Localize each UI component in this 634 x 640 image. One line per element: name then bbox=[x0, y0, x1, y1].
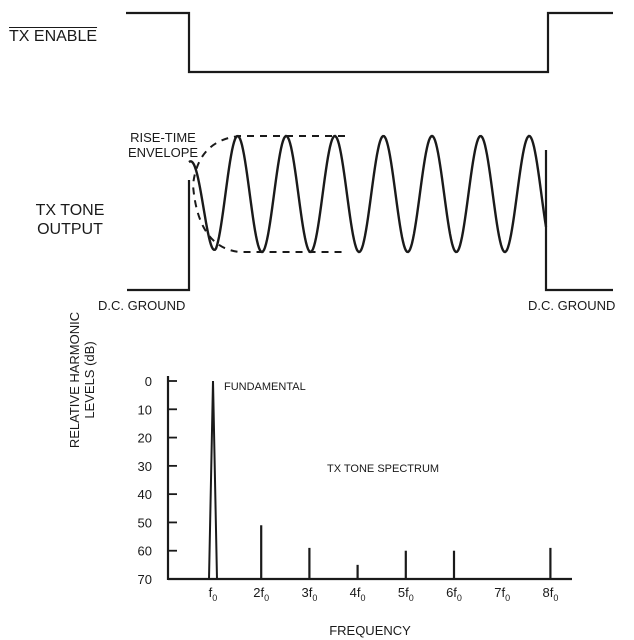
envelope-label-line1: RISE-TIME bbox=[130, 130, 196, 145]
tx-enable-waveform bbox=[126, 11, 613, 74]
dc-ground-left-label: D.C. GROUND bbox=[98, 298, 186, 313]
spectrum-plot-label: TX TONE SPECTRUM bbox=[327, 463, 440, 475]
rise-time-envelope bbox=[191, 135, 345, 253]
y-axis-title-line1: RELATIVE HARMONIC bbox=[67, 311, 82, 449]
tone-sine-wave bbox=[188, 134, 548, 254]
x-tick-label: 6f0 bbox=[446, 585, 462, 603]
x-axis-title: FREQUENCY bbox=[329, 623, 411, 638]
x-tick-label: 2f0 bbox=[253, 585, 269, 603]
envelope-label-line2: ENVELOPE bbox=[127, 144, 199, 160]
y-tick-label: 20 bbox=[138, 431, 152, 446]
x-tick-label: 3f0 bbox=[301, 585, 317, 603]
y-axis-title-line2: LEVELS (dB) bbox=[81, 341, 97, 419]
y-tick-label: 40 bbox=[138, 487, 152, 502]
x-tick-label: 4f0 bbox=[350, 585, 366, 603]
tone-output-label-line2: OUTPUT bbox=[37, 221, 103, 239]
envelope-label: RISE-TIME ENVELOPE bbox=[108, 130, 218, 161]
y-tick-label: 60 bbox=[138, 544, 152, 559]
x-tick-label: 5f0 bbox=[398, 585, 414, 603]
tx-enable-label: TX ENABLE bbox=[9, 28, 98, 45]
fundamental-label: FUNDAMENTAL bbox=[224, 381, 306, 393]
tone-baseline-right bbox=[544, 150, 613, 292]
y-tick-label: 10 bbox=[138, 402, 152, 417]
harmonic-bar bbox=[208, 380, 218, 580]
y-tick-label: 0 bbox=[145, 374, 152, 389]
y-axis-title: RELATIVE HARMONIC LEVELS (dB) bbox=[67, 280, 98, 480]
tone-output-label-line1: TX TONE bbox=[35, 202, 105, 219]
y-tick-label: 50 bbox=[138, 515, 152, 530]
y-tick-label: 30 bbox=[138, 459, 152, 474]
dc-ground-right-label: D.C. GROUND bbox=[528, 298, 616, 313]
tone-baseline-left bbox=[127, 180, 191, 292]
y-tick-label: 70 bbox=[138, 572, 152, 587]
x-tick-label: 7f0 bbox=[494, 585, 510, 603]
tone-output-label: TX TONE OUTPUT bbox=[14, 201, 126, 239]
x-tick-label: f0 bbox=[209, 585, 218, 603]
x-tick-label: 8f0 bbox=[542, 585, 558, 603]
